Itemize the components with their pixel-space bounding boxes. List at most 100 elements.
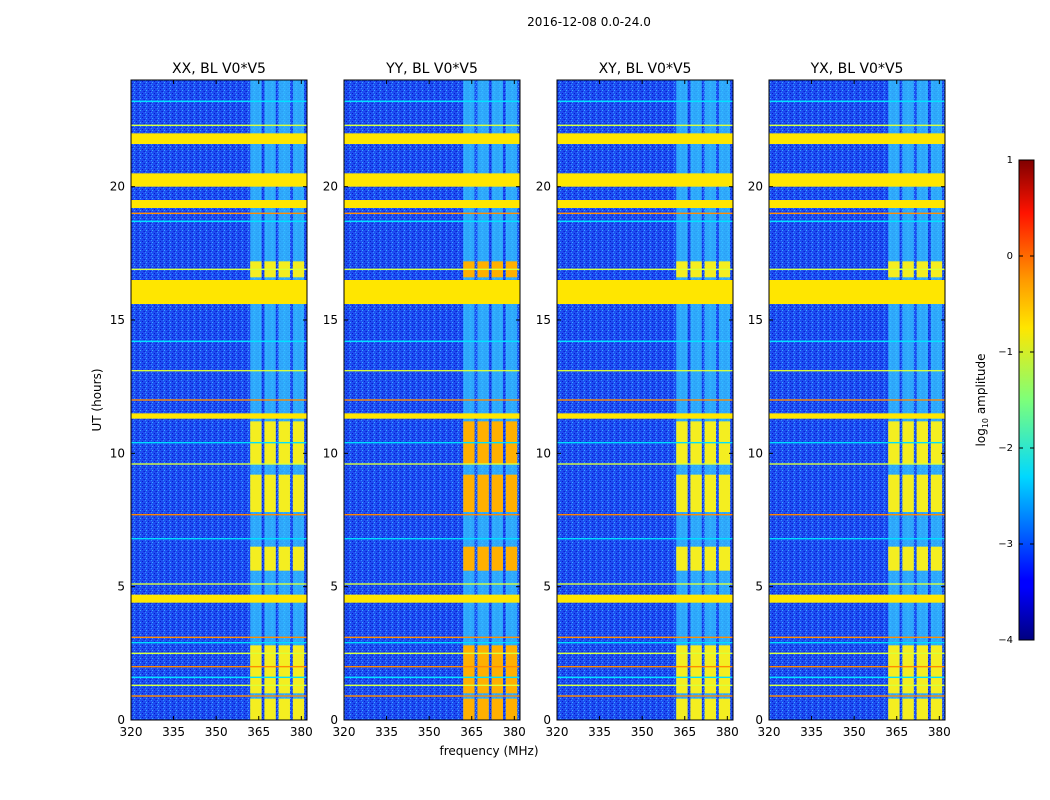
x-tick-label: 320 (333, 725, 356, 739)
flagged-row (131, 173, 307, 187)
rfi-line (344, 695, 520, 697)
rfi-line (344, 652, 520, 655)
high-amplitude-block (930, 474, 943, 512)
rfi-line (769, 684, 945, 687)
rfi-line (131, 636, 307, 639)
high-amplitude-block (718, 698, 731, 720)
colorbar-label: log10 amplitude (974, 354, 990, 447)
y-tick-label: 20 (536, 180, 551, 194)
rfi-line (557, 583, 733, 585)
high-amplitude-block (916, 546, 928, 571)
x-tick-label: 335 (162, 725, 185, 739)
rfi-line (769, 399, 945, 401)
rfi-line (769, 100, 945, 103)
rfi-line (131, 340, 307, 343)
rfi-line (344, 636, 520, 639)
x-tick-label: 380 (716, 725, 739, 739)
high-amplitude-block (505, 698, 518, 720)
high-amplitude-block (690, 698, 702, 720)
x-tick-label: 320 (758, 725, 781, 739)
flagged-row (344, 133, 520, 144)
high-amplitude-block (676, 698, 688, 720)
rfi-line (557, 220, 733, 223)
rfi-line (769, 340, 945, 343)
colorbar-tick-label: −1 (998, 347, 1013, 358)
rfi-line (131, 583, 307, 585)
high-amplitude-block (690, 645, 702, 694)
rfi-line (131, 652, 307, 655)
rfi-line (131, 212, 307, 215)
x-tick-label: 365 (247, 725, 270, 739)
panel-title: YY, BL V0*V5 (385, 61, 478, 77)
flagged-row (344, 594, 520, 603)
colorbar-tick-label: −4 (998, 635, 1013, 646)
high-amplitude-block (477, 474, 489, 512)
high-amplitude-block (902, 645, 914, 694)
y-tick-label: 15 (323, 313, 338, 327)
colorbar-gradient (1018, 159, 1035, 641)
rfi-line (557, 100, 733, 103)
rfi-line (131, 463, 307, 465)
rfi-line (131, 268, 307, 271)
high-amplitude-block (676, 546, 688, 571)
high-amplitude-block (888, 474, 900, 512)
high-amplitude-block (718, 645, 731, 694)
high-amplitude-block (477, 698, 489, 720)
panel-frame (768, 79, 946, 721)
rfi-line (131, 399, 307, 401)
y-tick-label: 0 (330, 713, 338, 727)
x-tick-label: 350 (418, 725, 441, 739)
rfi-line (769, 695, 945, 697)
rfi-line (557, 513, 733, 516)
high-amplitude-block (690, 546, 702, 571)
high-amplitude-block (505, 645, 518, 694)
rfi-line (557, 369, 733, 372)
high-amplitude-block (930, 546, 943, 571)
flagged-row (131, 413, 307, 419)
rfi-line (344, 340, 520, 343)
high-amplitude-block (704, 546, 716, 571)
high-amplitude-block (916, 645, 928, 694)
rfi-line (344, 641, 520, 644)
rfi-line (344, 441, 520, 444)
y-tick-label: 15 (748, 313, 763, 327)
flagged-row (557, 594, 733, 603)
high-amplitude-block (505, 474, 518, 512)
flagged-row (557, 173, 733, 187)
rfi-line (769, 641, 945, 644)
flagged-row (131, 280, 307, 304)
rfi-line (557, 695, 733, 697)
high-amplitude-block (278, 474, 290, 512)
panel-title: XX, BL V0*V5 (172, 61, 266, 77)
high-amplitude-block (278, 546, 290, 571)
rfi-line (557, 652, 733, 655)
flagged-row (769, 280, 945, 304)
y-tick-label: 5 (755, 580, 763, 594)
rfi-line (131, 441, 307, 444)
colorbar-ticks: 1 0 −1 −2 −3 −4 (998, 155, 1034, 646)
rfi-line (557, 463, 733, 465)
rfi-line (131, 369, 307, 372)
rfi-line (769, 636, 945, 639)
y-tick-label: 15 (110, 313, 125, 327)
colorbar: 1 0 −1 −2 −3 −4 log10 amplitude (974, 155, 1035, 646)
high-amplitude-block (264, 474, 276, 512)
y-tick-label: 5 (330, 580, 338, 594)
colorbar-tick-label: −2 (998, 443, 1013, 454)
y-tick-label: 10 (536, 446, 551, 460)
high-amplitude-block (292, 645, 305, 694)
rfi-line (131, 676, 307, 679)
flagged-row (557, 200, 733, 208)
y-tick-label: 20 (110, 180, 125, 194)
y-tick-label: 5 (543, 580, 551, 594)
rfi-line (344, 513, 520, 516)
high-amplitude-block (491, 645, 503, 694)
rfi-line (557, 124, 733, 127)
rfi-line (557, 340, 733, 343)
y-tick-label: 5 (117, 580, 125, 594)
high-amplitude-block (292, 474, 305, 512)
y-tick-label: 10 (748, 446, 763, 460)
x-tick-label: 365 (460, 725, 483, 739)
rfi-line (131, 100, 307, 103)
y-tick-label: 20 (748, 180, 763, 194)
